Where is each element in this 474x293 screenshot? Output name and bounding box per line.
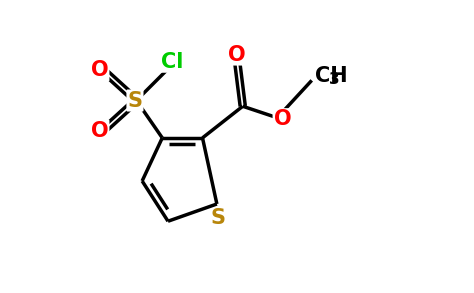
Text: O: O	[273, 109, 291, 129]
Text: S: S	[211, 208, 226, 228]
Text: CH: CH	[315, 66, 347, 86]
Text: O: O	[228, 45, 246, 64]
Text: S: S	[128, 91, 143, 110]
Text: 3: 3	[328, 72, 339, 87]
Text: O: O	[91, 60, 109, 80]
Text: Cl: Cl	[161, 52, 183, 72]
Text: O: O	[91, 121, 109, 141]
